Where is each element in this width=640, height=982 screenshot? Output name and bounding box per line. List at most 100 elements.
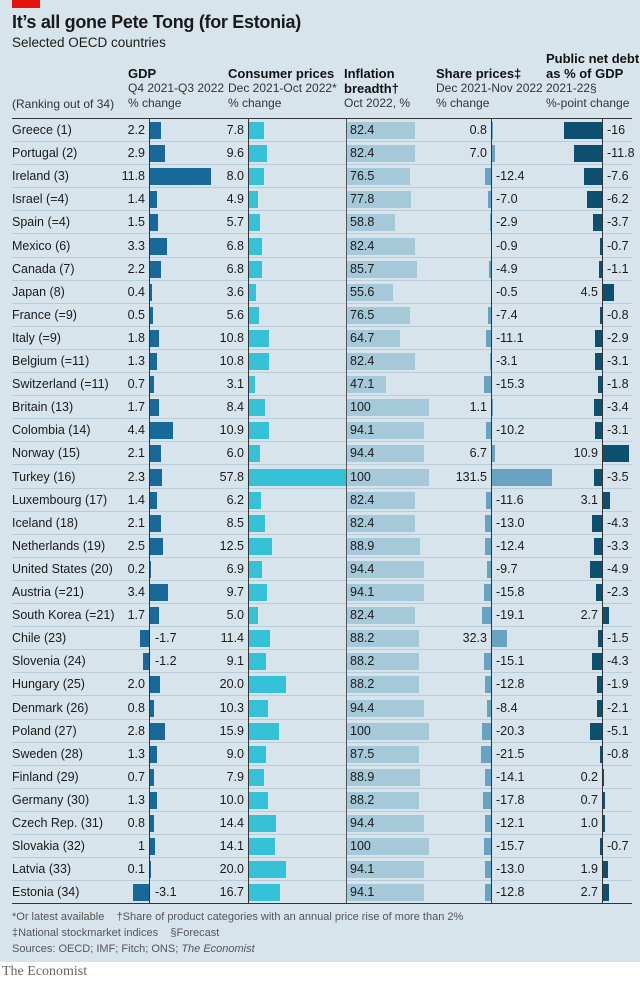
cpi-value: 5.6 bbox=[226, 307, 244, 322]
cpi-bar bbox=[249, 329, 270, 347]
header-debt: Public net debt as % of GDP 2021-22§ %-p… bbox=[546, 51, 639, 111]
shares-value: -17.8 bbox=[496, 792, 525, 807]
debt-value: -2.9 bbox=[607, 330, 629, 345]
debt-bar bbox=[594, 353, 602, 370]
debt-bar bbox=[603, 445, 630, 463]
debt-axis bbox=[602, 119, 603, 905]
cpi-bar bbox=[249, 353, 270, 370]
debt-value: -7.6 bbox=[607, 169, 629, 184]
gdp-value: 1.3 bbox=[127, 354, 145, 368]
breadth-value: 100 bbox=[350, 400, 371, 415]
footnote-sources: Sources: OECD; IMF; Fitch; ONS; The Econ… bbox=[12, 943, 255, 955]
debt-value: -3.7 bbox=[607, 215, 629, 230]
cpi-bar bbox=[249, 838, 276, 856]
gdp-bar bbox=[132, 884, 149, 902]
country-label: Finland (29) bbox=[12, 769, 79, 784]
cpi-value: 3.6 bbox=[226, 284, 244, 299]
gdp-bar bbox=[150, 237, 168, 255]
country-label: Japan (8) bbox=[12, 284, 65, 299]
cpi-bar bbox=[249, 145, 267, 163]
breadth-value: 55.6 bbox=[350, 284, 375, 299]
country-label: Portugal (2) bbox=[12, 146, 78, 161]
table-row: Czech Rep. (31) 0.8 14.4 94.4 -12.1 1.0 bbox=[0, 812, 640, 835]
cpi-value: 15.9 bbox=[219, 723, 244, 738]
country-label: United States (20) bbox=[12, 561, 113, 576]
gdp-value: 2.0 bbox=[127, 677, 145, 692]
gdp-bar bbox=[150, 145, 166, 163]
country-label: Slovakia (32) bbox=[12, 839, 85, 854]
row-divider bbox=[12, 464, 632, 466]
debt-bar bbox=[596, 699, 602, 717]
shares-value: 1.1 bbox=[469, 400, 487, 415]
table-row: Sweden (28) 1.3 9.0 87.5 -21.5 -0.8 bbox=[0, 743, 640, 766]
table-row: Japan (8) 0.4 3.6 55.6 -0.5 4.5 bbox=[0, 281, 640, 304]
shares-axis bbox=[491, 119, 492, 905]
gdp-value: 1.7 bbox=[127, 400, 145, 415]
shares-bar bbox=[487, 699, 491, 717]
shares-value: -15.1 bbox=[496, 654, 525, 669]
debt-value: -4.9 bbox=[607, 561, 629, 576]
breadth-value: 82.4 bbox=[350, 608, 375, 623]
row-divider bbox=[12, 857, 632, 859]
country-label: Mexico (6) bbox=[12, 238, 71, 253]
breadth-bar bbox=[347, 122, 415, 139]
row-divider bbox=[12, 418, 632, 420]
header-breadth-sub2: Oct 2022, % bbox=[344, 96, 411, 110]
debt-bar bbox=[600, 306, 602, 324]
row-divider bbox=[12, 579, 632, 581]
gdp-bar bbox=[150, 838, 156, 856]
debt-bar bbox=[593, 399, 602, 417]
table-row: Hungary (25) 2.0 20.0 88.2 -12.8 -1.9 bbox=[0, 673, 640, 697]
gdp-bar bbox=[150, 353, 157, 370]
cpi-value: 9.0 bbox=[226, 746, 244, 761]
debt-value: -3.3 bbox=[607, 538, 629, 553]
header-shares: Share prices‡ Dec 2021-Nov 2022 % change bbox=[436, 66, 543, 111]
shares-value: -2.9 bbox=[496, 215, 518, 230]
breadth-value: 82.4 bbox=[350, 238, 375, 253]
cpi-bar bbox=[249, 283, 256, 301]
cpi-value: 7.8 bbox=[226, 123, 244, 137]
cpi-bar bbox=[249, 214, 260, 232]
cpi-value: 3.1 bbox=[226, 377, 244, 392]
shares-bar bbox=[492, 630, 507, 648]
gdp-bar bbox=[150, 722, 165, 740]
table-row: Estonia (34) -3.1 16.7 94.1 -12.8 2.7 bbox=[0, 881, 640, 905]
table-row: Canada (7) 2.2 6.8 85.7 -4.9 -1.1 bbox=[0, 258, 640, 281]
breadth-bar bbox=[347, 607, 415, 625]
gdp-value: 2.9 bbox=[127, 146, 145, 161]
country-label: Chile (23) bbox=[12, 631, 67, 646]
debt-bar bbox=[600, 237, 602, 255]
debt-bar bbox=[591, 514, 602, 532]
sources-italic: The Economist bbox=[181, 943, 255, 955]
shares-value: 0.8 bbox=[469, 123, 487, 137]
gdp-value: 0.5 bbox=[127, 307, 145, 322]
breadth-bar bbox=[347, 491, 415, 509]
shares-bar bbox=[492, 468, 553, 486]
gdp-value: 2.1 bbox=[127, 515, 145, 530]
gdp-value: 2.1 bbox=[127, 446, 145, 461]
row-divider bbox=[12, 880, 632, 882]
debt-bar bbox=[594, 537, 602, 555]
debt-bar bbox=[600, 745, 602, 763]
debt-value: 0.2 bbox=[580, 769, 598, 784]
country-label: Slovenia (24) bbox=[12, 654, 86, 669]
gdp-bar bbox=[150, 214, 158, 232]
shares-bar bbox=[481, 745, 491, 763]
shares-bar bbox=[485, 329, 491, 347]
debt-value: -6.2 bbox=[607, 192, 629, 207]
gdp-axis bbox=[149, 119, 150, 905]
cpi-value: 11.4 bbox=[220, 631, 244, 646]
chart-subtitle: Selected OECD countries bbox=[12, 35, 166, 50]
gdp-bar bbox=[140, 630, 149, 648]
debt-bar bbox=[603, 491, 611, 509]
debt-value: 2.7 bbox=[580, 608, 598, 623]
cpi-value: 4.9 bbox=[226, 192, 244, 207]
row-divider bbox=[12, 741, 632, 743]
country-label: Italy (=9) bbox=[12, 330, 61, 345]
header-cpi-sub1: Dec 2021-Oct 2022* bbox=[228, 81, 337, 95]
cpi-value: 9.1 bbox=[226, 654, 244, 669]
country-label: Norway (15) bbox=[12, 446, 81, 461]
breadth-bar bbox=[347, 653, 420, 671]
header-gdp-sub1: Q4 2021-Q3 2022 bbox=[128, 81, 225, 95]
breadth-bar bbox=[347, 168, 410, 186]
